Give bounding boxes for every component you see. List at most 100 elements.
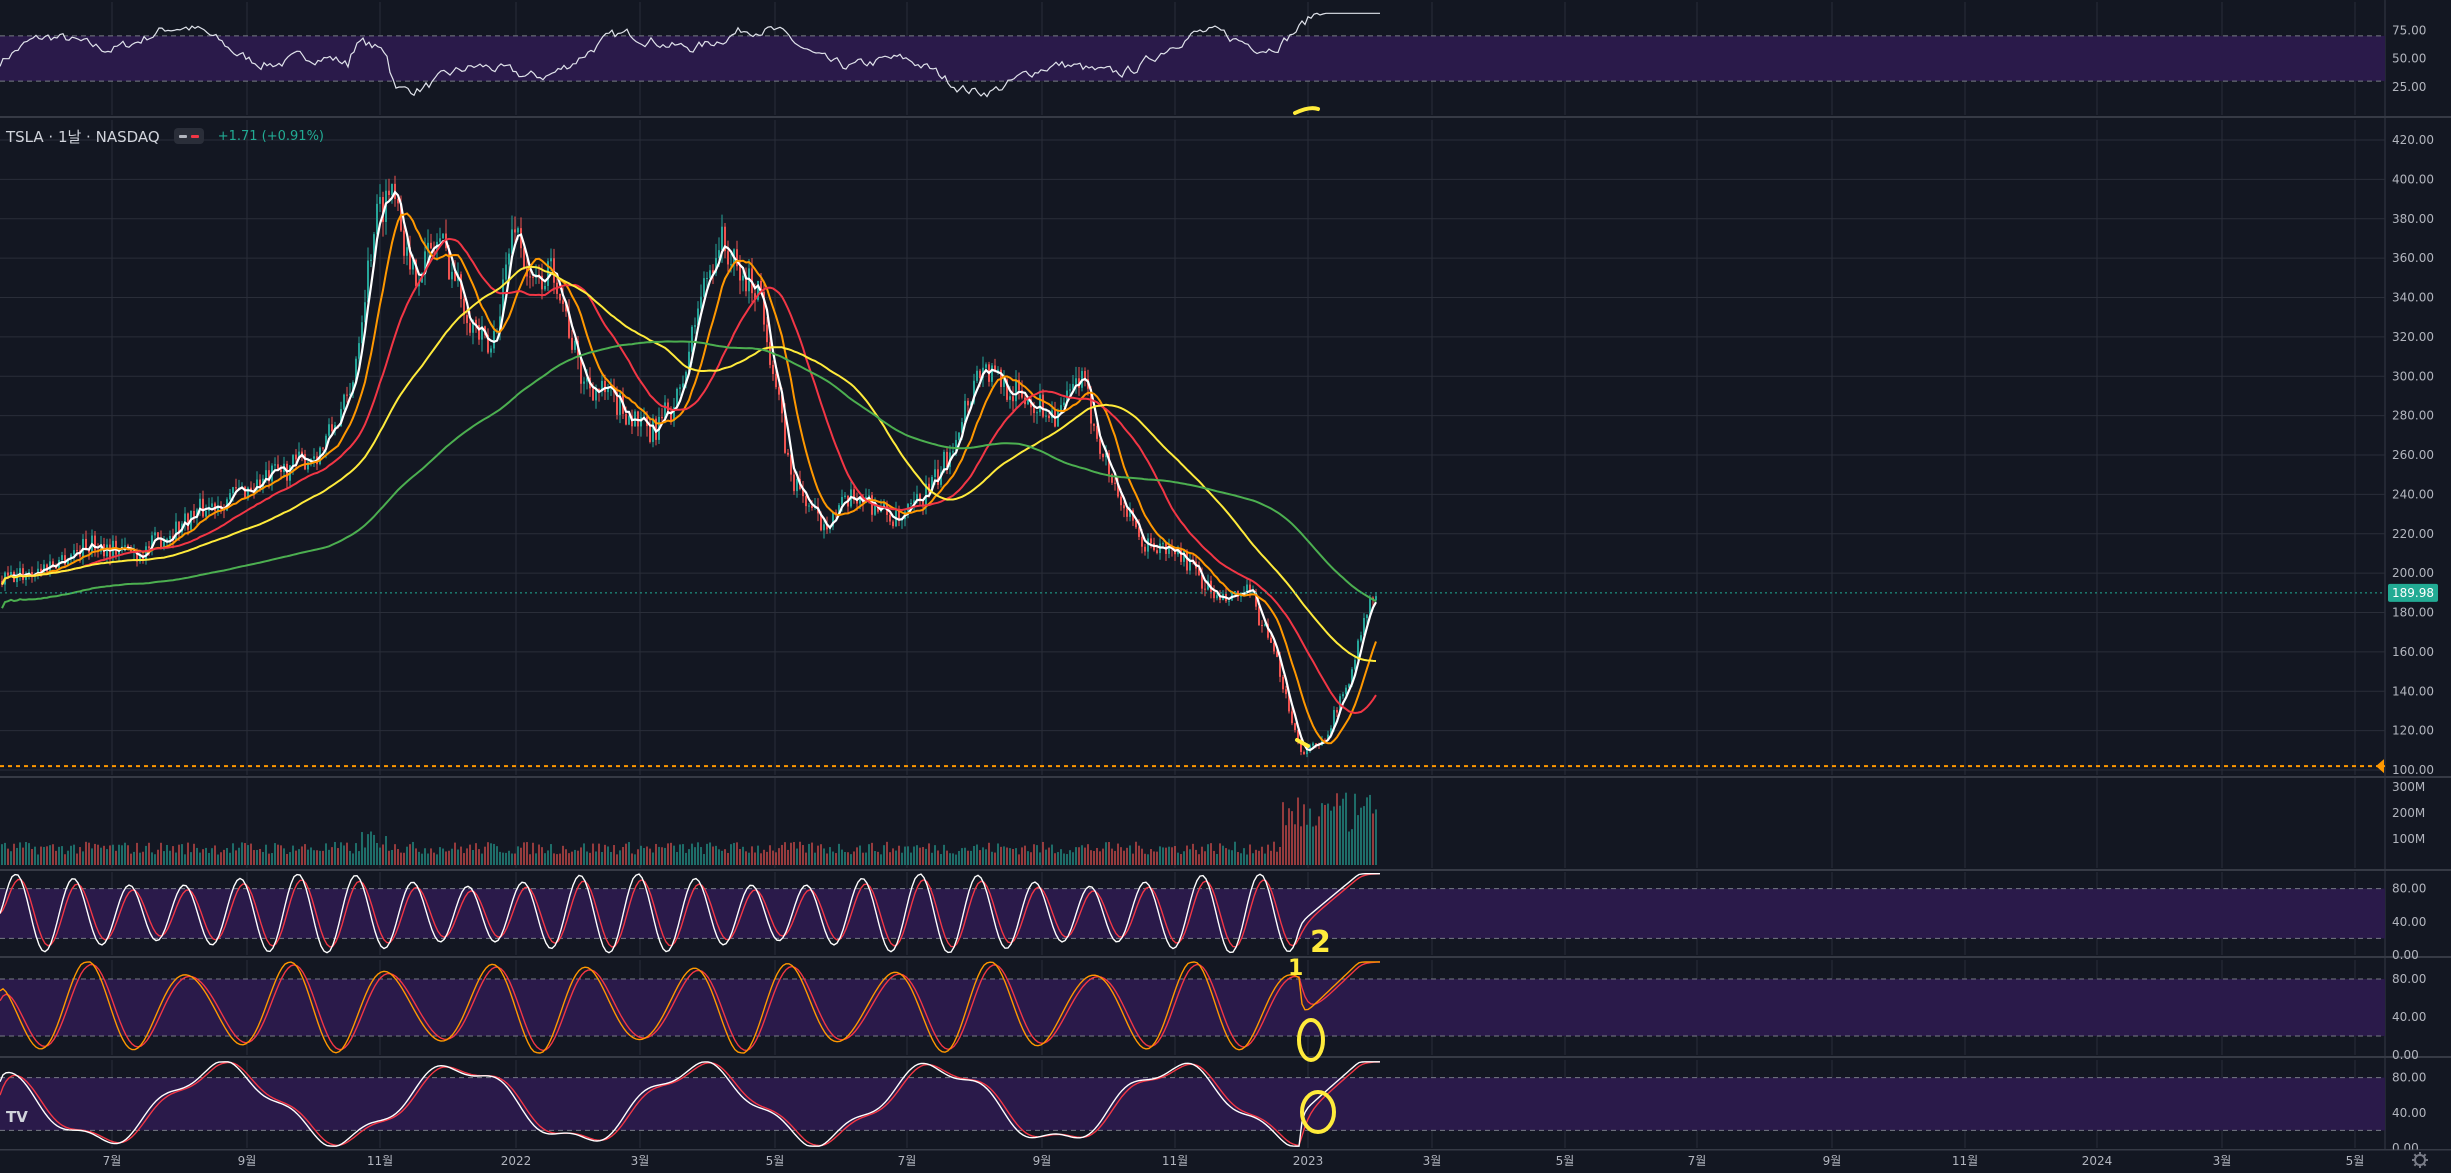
candle-body [943, 451, 945, 473]
candle-body [379, 197, 381, 204]
volume-bar [295, 850, 297, 865]
candle-body [16, 574, 18, 583]
legend-toggle-button[interactable] [173, 128, 204, 144]
candle-body [793, 474, 795, 492]
candle-body [205, 510, 207, 517]
volume-bar [646, 846, 648, 865]
candle-body [460, 274, 462, 299]
candle-body [187, 513, 189, 530]
x-axis-tick: 3월 [2213, 1154, 2232, 1168]
candle-body [745, 275, 747, 292]
volume-bar [250, 843, 252, 865]
candle-body [1156, 550, 1158, 554]
axis-tick-stoch2: 40.00 [2392, 1010, 2426, 1024]
volume-bar [1258, 850, 1260, 865]
volume-bar [520, 847, 522, 865]
volume-bar [172, 846, 174, 865]
volume-bar [19, 842, 21, 865]
volume-bar [607, 846, 609, 865]
candle-body [679, 387, 681, 389]
volume-bar [130, 853, 132, 865]
volume-bar [1039, 852, 1041, 865]
symbol-title[interactable]: TSLA · 1날 · NASDAQ [6, 127, 160, 146]
price-axis-tick: 240.00 [2392, 487, 2434, 501]
volume-bar [142, 851, 144, 865]
volume-bar [220, 852, 222, 865]
volume-bar [1171, 847, 1173, 865]
volume-bar [1024, 845, 1026, 865]
ema-red-line [1, 237, 1377, 715]
volume-bar [862, 852, 864, 865]
candle-body [499, 316, 501, 331]
volume-bar [505, 852, 507, 865]
volume-bar [193, 843, 195, 865]
candle-body [1258, 606, 1260, 626]
volume-bar [535, 853, 537, 865]
candle-body [130, 548, 132, 553]
candle-body [1120, 496, 1122, 506]
volume-bar [1351, 829, 1353, 865]
volume-bar [820, 844, 822, 865]
volume-bar [895, 850, 897, 865]
volume-bar [457, 849, 459, 865]
volume-bar [169, 850, 171, 865]
volume-bar [1252, 853, 1254, 865]
volume-bar [235, 850, 237, 865]
candle-body [88, 550, 90, 553]
x-axis-tick: 5월 [766, 1154, 785, 1168]
volume-bar [1219, 843, 1221, 865]
volume-bar [25, 841, 27, 865]
volume-bar [454, 842, 456, 865]
volume-bar [1111, 848, 1113, 865]
volume-bar [1192, 843, 1194, 865]
annotation-label-two: 2 [1310, 925, 1331, 960]
volume-bar [907, 846, 909, 865]
candle-body [301, 451, 303, 455]
candle-body [1348, 684, 1350, 688]
volume-bar [421, 853, 423, 865]
candle-body [1069, 389, 1071, 391]
price-axis-tick: 120.00 [2392, 724, 2434, 738]
volume-bar [310, 847, 312, 865]
volume-bar [151, 852, 153, 865]
volume-bar [361, 832, 363, 865]
candle-body [466, 315, 468, 324]
volume-bar [205, 847, 207, 865]
candle-body [235, 487, 237, 489]
volume-bar [538, 844, 540, 865]
candle-body [472, 319, 474, 333]
volume-bar [1348, 831, 1350, 865]
volume-bar [604, 844, 606, 865]
tradingview-logo-icon[interactable]: TV [6, 1108, 28, 1126]
candle-body [406, 247, 408, 256]
candle-body [1129, 510, 1131, 517]
candle-body [1099, 438, 1101, 454]
candle-body [1015, 379, 1017, 402]
candle-body [1162, 543, 1164, 545]
volume-bar [1372, 813, 1374, 865]
candle-body [157, 532, 159, 538]
gear-icon-tooth [2422, 1162, 2427, 1167]
volume-bar [1021, 847, 1023, 865]
gear-icon[interactable] [2412, 1152, 2428, 1168]
candle-body [937, 469, 939, 485]
candle-body [1327, 734, 1329, 740]
volume-bar [115, 850, 117, 865]
volume-bar [1207, 844, 1209, 865]
volume-bar [661, 847, 663, 865]
candle-body [1021, 390, 1023, 398]
volume-bar [1105, 842, 1107, 865]
candle-body [973, 380, 975, 403]
candle-body [154, 532, 156, 536]
x-axis-tick: 5월 [2346, 1154, 2365, 1168]
x-axis-tick: 9월 [1823, 1154, 1842, 1168]
candle-body [250, 487, 252, 491]
candle-body [784, 413, 786, 453]
x-axis-tick: 11월 [367, 1154, 393, 1168]
volume-bar [409, 844, 411, 865]
volume-bar [328, 849, 330, 865]
candle-body [1357, 640, 1359, 660]
candle-body [739, 266, 741, 281]
